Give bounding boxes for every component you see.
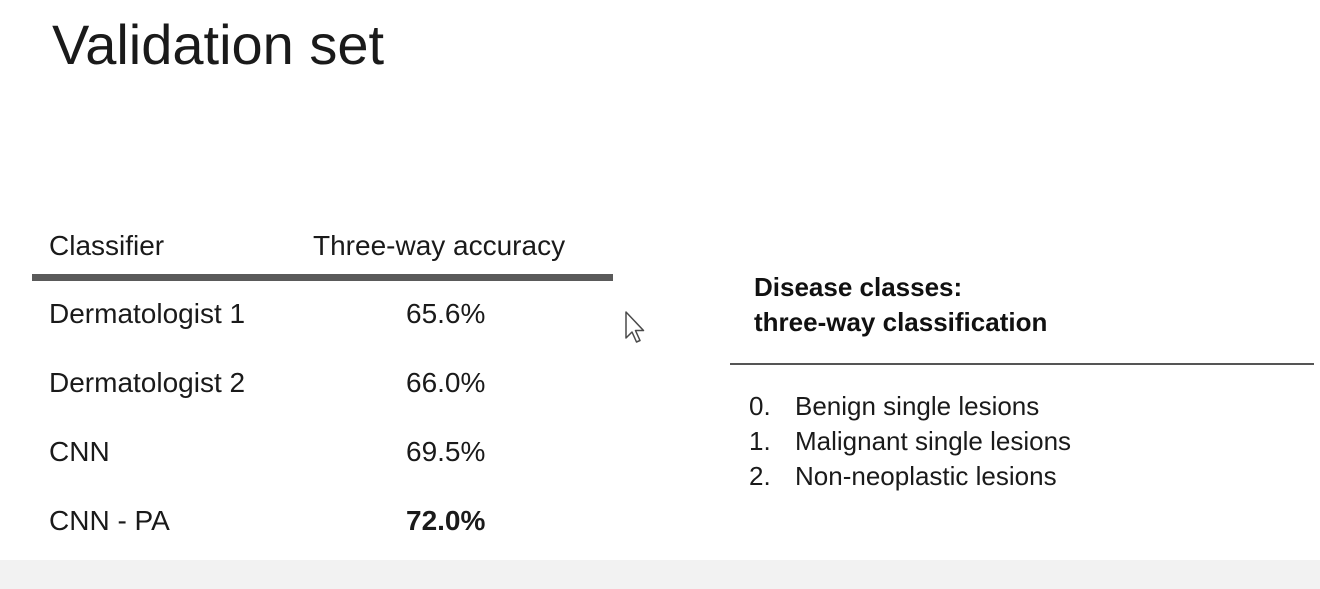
disease-classes-title-line1: Disease classes: [754,272,963,302]
class-label: Malignant single lesions [795,426,1072,456]
row-classifier: Dermatologist 2 [49,367,246,398]
class-label: Benign single lesions [795,391,1040,421]
list-item: 2. Non-neoplastic lesions [730,459,1314,494]
class-number: 2. [749,461,771,491]
list-item: 0. Benign single lesions [730,389,1314,424]
slide-title: Validation set [52,13,385,76]
bottom-bar [0,560,1320,589]
list-item: 1. Malignant single lesions [730,424,1314,459]
row-accuracy-best: 72.0% [406,505,486,536]
results-table: Classifier Three-way accuracy Dermatolog… [32,224,613,565]
table-row: Dermatologist 2 66.0% [32,358,613,427]
header-classifier: Classifier [49,230,165,261]
mouse-pointer-icon [625,311,645,343]
row-accuracy: 65.6% [406,298,486,329]
table-row: CNN - PA 72.0% [32,496,613,565]
disease-classes-divider [730,363,1314,365]
class-number: 0. [749,391,771,421]
table-row: CNN 69.5% [32,427,613,496]
row-accuracy: 66.0% [406,367,486,398]
class-number: 1. [749,426,771,456]
table-row: Dermatologist 1 65.6% [32,289,613,358]
table-header-row: Classifier Three-way accuracy [32,224,613,274]
disease-classes-title-line2: three-way classification [754,307,1048,337]
disease-classes-list: 0. Benign single lesions 1. Malignant si… [730,389,1314,494]
header-rule [32,274,613,281]
table-body: Dermatologist 1 65.6% Dermatologist 2 66… [32,289,613,565]
header-accuracy: Three-way accuracy [313,230,566,261]
row-classifier: CNN [49,436,110,467]
class-label: Non-neoplastic lesions [795,461,1057,491]
row-accuracy: 69.5% [406,436,486,467]
disease-classes-panel: Disease classes: three-way classificatio… [730,270,1314,494]
row-classifier: Dermatologist 1 [49,298,246,329]
row-classifier: CNN - PA [49,505,170,536]
